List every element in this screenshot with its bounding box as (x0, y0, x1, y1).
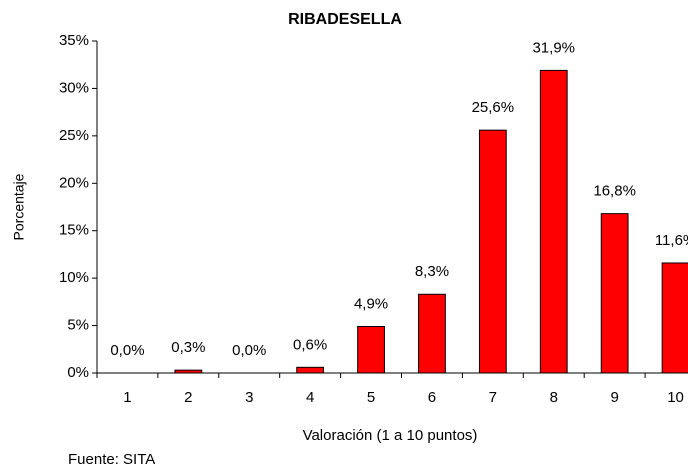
bar (418, 293, 446, 374)
value-label: 25,6% (472, 99, 515, 116)
x-tick-label: 9 (610, 389, 618, 406)
value-label: 0,3% (171, 339, 205, 356)
value-label: 0,0% (110, 342, 144, 359)
bar (357, 326, 385, 374)
value-label: 8,3% (415, 263, 449, 280)
y-tick-label: 10% (59, 269, 89, 286)
x-tick-label: 8 (550, 389, 558, 406)
x-tick-label: 2 (184, 389, 192, 406)
bar (661, 262, 688, 374)
y-tick-label: 35% (59, 32, 89, 49)
x-tick-label: 4 (306, 389, 314, 406)
x-tick-label: 3 (245, 389, 253, 406)
y-tick-label: 20% (59, 174, 89, 191)
value-label: 11,6% (655, 232, 688, 249)
y-tick-label: 5% (67, 317, 89, 334)
y-tick-label: 25% (59, 127, 89, 144)
x-tick-label: 10 (667, 389, 684, 406)
bar (600, 213, 629, 374)
source: Fuente: SITA (68, 451, 155, 468)
y-tick-label: 0% (67, 364, 89, 381)
value-label: 4,9% (354, 295, 388, 312)
x-tick-label: 7 (489, 389, 497, 406)
chart-title: RIBADESELLA (288, 11, 402, 28)
y-axis-label: Porcentaje (11, 173, 27, 240)
bar (539, 69, 568, 374)
bar (296, 366, 325, 374)
x-tick-label: 6 (428, 389, 436, 406)
y-tick-label: 30% (59, 79, 89, 96)
x-axis-label: Valoración (1 a 10 puntos) (303, 427, 478, 444)
x-tick-label: 5 (367, 389, 375, 406)
y-tick-label: 15% (59, 222, 89, 239)
value-label: 16,8% (593, 183, 636, 200)
bar (478, 129, 507, 374)
value-label: 31,9% (532, 39, 575, 56)
value-label: 0,6% (293, 336, 327, 353)
x-tick-label: 1 (123, 389, 131, 406)
value-label: 0,0% (232, 342, 266, 359)
bar (174, 369, 203, 374)
